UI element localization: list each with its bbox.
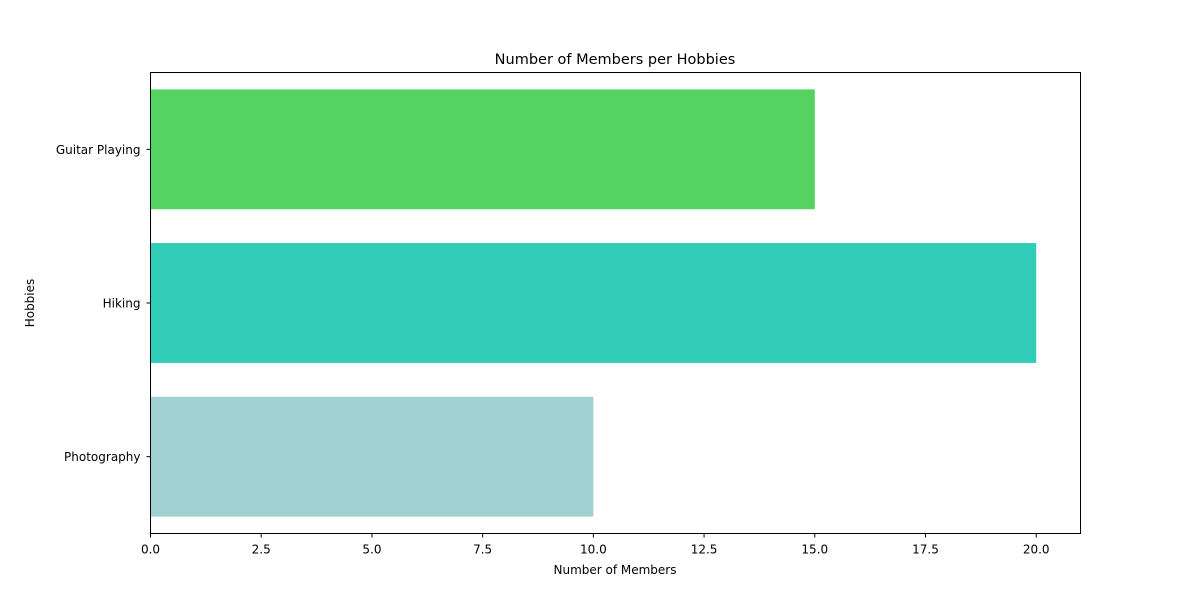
y-tick-label: Guitar Playing — [56, 143, 141, 157]
x-tick-label: 15.0 — [801, 543, 828, 557]
plot-frame — [150, 72, 1081, 534]
x-tick-label: 7.5 — [473, 543, 492, 557]
x-tick-label: 0.0 — [141, 543, 160, 557]
x-tick-label: 2.5 — [252, 543, 271, 557]
bar-guitar-playing — [150, 89, 815, 210]
x-tick-label: 12.5 — [691, 543, 718, 557]
bar-hiking — [150, 243, 1037, 363]
x-axis-ticks: 0.0 2.5 5.0 7.5 10.0 12.5 15.0 17.5 20.0 — [141, 533, 1050, 557]
bar-photography — [150, 396, 594, 517]
x-tick-label: 5.0 — [362, 543, 381, 557]
bars-group — [150, 89, 1037, 517]
y-axis-label: Hobbies — [23, 279, 37, 328]
y-axis-ticks: Guitar Playing Hiking Photography — [56, 143, 151, 464]
x-axis-label: Number of Members — [553, 563, 676, 577]
y-tick-label: Hiking — [103, 297, 141, 311]
x-tick-label: 17.5 — [912, 543, 939, 557]
y-tick-label: Photography — [64, 450, 140, 464]
x-tick-label: 10.0 — [580, 543, 607, 557]
x-tick-label: 20.0 — [1023, 543, 1050, 557]
chart-title: Number of Members per Hobbies — [495, 52, 736, 68]
